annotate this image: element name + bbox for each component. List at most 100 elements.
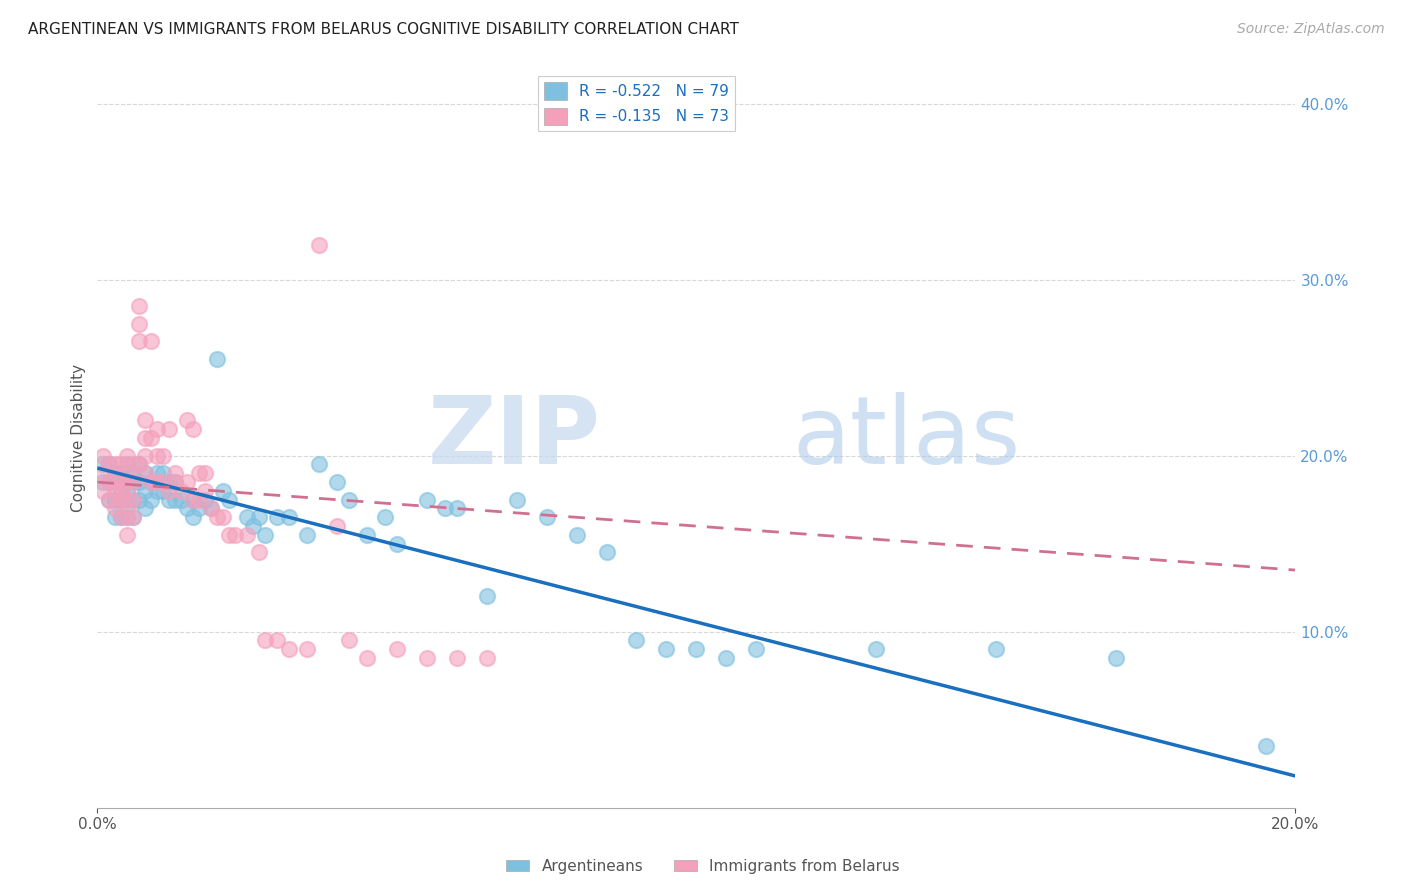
Point bbox=[165, 492, 187, 507]
Point bbox=[104, 492, 127, 507]
Text: Source: ZipAtlas.com: Source: ZipAtlas.com bbox=[1237, 22, 1385, 37]
Point bbox=[212, 483, 235, 498]
Point bbox=[128, 492, 150, 507]
Point bbox=[104, 501, 127, 516]
Point bbox=[134, 501, 156, 516]
Point bbox=[110, 475, 132, 489]
Point bbox=[295, 642, 318, 657]
Point bbox=[93, 458, 115, 472]
Point bbox=[146, 467, 169, 481]
Point bbox=[122, 467, 145, 481]
Text: ZIP: ZIP bbox=[427, 392, 600, 484]
Point bbox=[356, 528, 378, 542]
Point bbox=[128, 475, 150, 489]
Point bbox=[117, 467, 139, 481]
Point bbox=[536, 510, 558, 524]
Point bbox=[134, 467, 156, 481]
Point bbox=[117, 449, 139, 463]
Point bbox=[205, 351, 228, 366]
Point bbox=[93, 483, 115, 498]
Point bbox=[236, 510, 259, 524]
Point bbox=[266, 510, 288, 524]
Point bbox=[98, 475, 121, 489]
Point bbox=[122, 510, 145, 524]
Point bbox=[416, 651, 439, 665]
Point bbox=[165, 475, 187, 489]
Point bbox=[104, 475, 127, 489]
Text: ARGENTINEAN VS IMMIGRANTS FROM BELARUS COGNITIVE DISABILITY CORRELATION CHART: ARGENTINEAN VS IMMIGRANTS FROM BELARUS C… bbox=[28, 22, 740, 37]
Point bbox=[278, 642, 301, 657]
Point bbox=[218, 492, 240, 507]
Text: atlas: atlas bbox=[792, 392, 1021, 484]
Point bbox=[117, 510, 139, 524]
Point bbox=[98, 458, 121, 472]
Point bbox=[117, 492, 139, 507]
Point bbox=[200, 501, 222, 516]
Point bbox=[181, 510, 204, 524]
Point bbox=[326, 519, 349, 533]
Point bbox=[176, 475, 198, 489]
Point bbox=[141, 492, 163, 507]
Point bbox=[218, 528, 240, 542]
Point bbox=[374, 510, 396, 524]
Point bbox=[98, 458, 121, 472]
Point bbox=[1105, 651, 1128, 665]
Point bbox=[117, 458, 139, 472]
Point bbox=[104, 510, 127, 524]
Point bbox=[110, 510, 132, 524]
Point bbox=[170, 492, 193, 507]
Point bbox=[176, 413, 198, 427]
Point bbox=[224, 528, 246, 542]
Point bbox=[165, 467, 187, 481]
Point bbox=[247, 510, 270, 524]
Point bbox=[93, 475, 115, 489]
Point bbox=[110, 483, 132, 498]
Point bbox=[655, 642, 678, 657]
Point bbox=[433, 501, 456, 516]
Point bbox=[93, 449, 115, 463]
Point bbox=[146, 475, 169, 489]
Point bbox=[152, 475, 174, 489]
Point bbox=[745, 642, 768, 657]
Point bbox=[446, 651, 468, 665]
Point bbox=[236, 528, 259, 542]
Point bbox=[128, 334, 150, 349]
Point bbox=[117, 475, 139, 489]
Point bbox=[194, 483, 217, 498]
Point bbox=[98, 475, 121, 489]
Point bbox=[1254, 739, 1277, 753]
Point bbox=[134, 483, 156, 498]
Point bbox=[165, 475, 187, 489]
Point bbox=[685, 642, 707, 657]
Point bbox=[626, 633, 648, 648]
Point bbox=[188, 467, 211, 481]
Point bbox=[110, 458, 132, 472]
Point bbox=[134, 467, 156, 481]
Point bbox=[104, 475, 127, 489]
Point bbox=[247, 545, 270, 559]
Y-axis label: Cognitive Disability: Cognitive Disability bbox=[72, 364, 86, 512]
Point bbox=[141, 475, 163, 489]
Point bbox=[104, 458, 127, 472]
Point bbox=[337, 492, 360, 507]
Point bbox=[385, 642, 408, 657]
Point bbox=[194, 467, 217, 481]
Point bbox=[110, 492, 132, 507]
Point bbox=[122, 492, 145, 507]
Point bbox=[356, 651, 378, 665]
Point bbox=[122, 510, 145, 524]
Point bbox=[254, 528, 277, 542]
Point bbox=[385, 537, 408, 551]
Point bbox=[117, 492, 139, 507]
Point bbox=[212, 510, 235, 524]
Point bbox=[200, 501, 222, 516]
Point bbox=[122, 475, 145, 489]
Point bbox=[446, 501, 468, 516]
Point bbox=[181, 492, 204, 507]
Point bbox=[117, 483, 139, 498]
Point bbox=[984, 642, 1007, 657]
Point bbox=[141, 475, 163, 489]
Point bbox=[254, 633, 277, 648]
Legend: R = -0.522   N = 79, R = -0.135   N = 73: R = -0.522 N = 79, R = -0.135 N = 73 bbox=[538, 76, 735, 131]
Point bbox=[98, 492, 121, 507]
